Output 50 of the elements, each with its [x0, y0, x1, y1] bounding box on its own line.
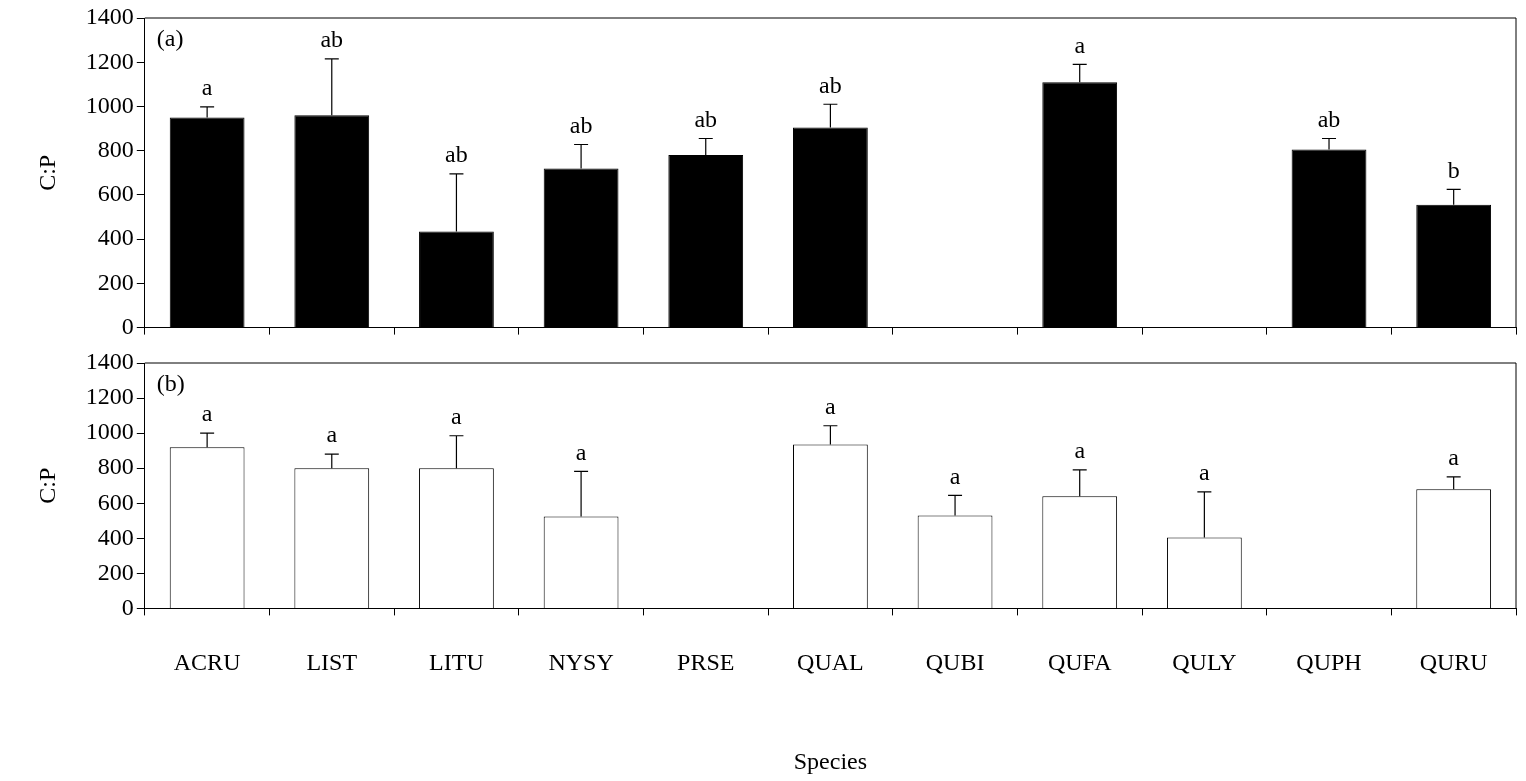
y-tick-label: 1200: [85, 47, 134, 74]
annotation: a: [825, 393, 837, 420]
x-tick-label: QUBI: [925, 649, 985, 676]
x-tick-label: QUPH: [1296, 649, 1362, 676]
x-tick-label: LITU: [429, 649, 484, 676]
annotation: ab: [819, 71, 842, 98]
y-tick-label: 600: [97, 180, 134, 207]
annotation: a: [201, 74, 213, 101]
annotation: ab: [569, 111, 593, 138]
y-axis-title: C:P: [33, 467, 60, 504]
y-tick-label: 400: [97, 523, 134, 550]
annotation: ab: [320, 26, 344, 53]
annotation: a: [1199, 459, 1211, 486]
annotation: a: [326, 421, 338, 448]
x-tick-label: LIST: [306, 649, 358, 676]
annotation: ab: [1317, 105, 1341, 132]
y-tick-label: 1000: [85, 418, 134, 445]
annotation: a: [451, 403, 463, 430]
annotation: a: [949, 462, 961, 489]
x-tick-label: ACRU: [173, 649, 241, 676]
y-tick-label: 0: [121, 593, 134, 620]
y-tick-label: 1400: [85, 3, 134, 30]
y-tick-label: 800: [97, 135, 134, 162]
annotation: a: [1448, 444, 1460, 471]
y-axis-title: C:P: [33, 154, 60, 191]
y-tick-label: 600: [97, 488, 134, 515]
annotation: (b): [156, 370, 185, 397]
y-tick-label: 400: [97, 224, 134, 251]
y-tick-label: 200: [97, 268, 134, 295]
x-tick-label: QURU: [1419, 649, 1488, 676]
y-tick-label: 0: [121, 312, 134, 339]
x-axis-title: Species: [793, 747, 868, 774]
annotation: a: [201, 400, 213, 427]
annotation: a: [1074, 31, 1086, 58]
x-tick-label: PRSE: [677, 649, 735, 676]
annotation: a: [1074, 437, 1086, 464]
annotation: a: [575, 438, 587, 465]
annotation: b: [1447, 156, 1460, 183]
y-tick-label: 1200: [85, 383, 134, 410]
x-tick-label: NYSY: [548, 649, 614, 676]
y-tick-label: 200: [97, 558, 134, 585]
x-tick-label: QUFA: [1047, 649, 1113, 676]
x-tick-label: QULY: [1172, 649, 1237, 676]
x-tick-label: QUAL: [797, 649, 864, 676]
annotation: (a): [156, 25, 184, 52]
y-tick-label: 1400: [85, 348, 134, 375]
y-tick-label: 1000: [85, 91, 134, 118]
annotation: ab: [694, 105, 718, 132]
y-tick-label: 800: [97, 453, 134, 480]
annotation: ab: [445, 141, 468, 168]
